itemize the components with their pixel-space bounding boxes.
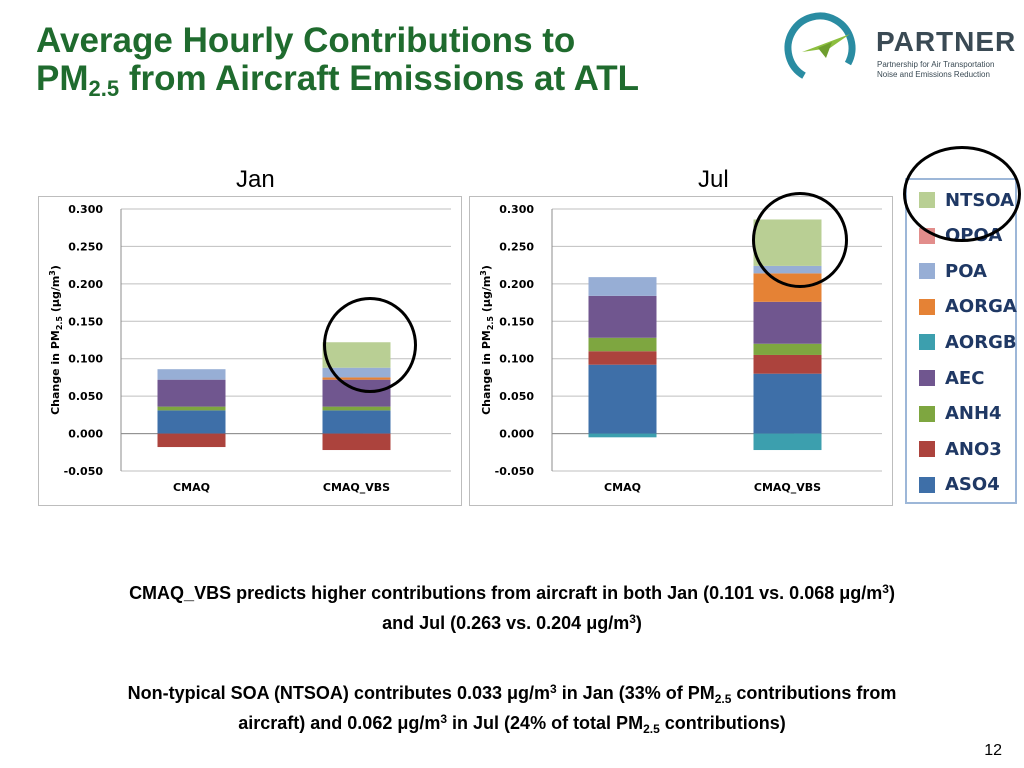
note2-text-d: aircraft) and 0.062 μg/m xyxy=(238,713,441,733)
y-tick-label: 0.000 xyxy=(68,428,103,441)
title-pm-subscript: 2.5 xyxy=(88,76,120,101)
note1-text-b: ) xyxy=(888,583,895,603)
note2-text-a: Non-typical SOA (NTSOA) contributes 0.03… xyxy=(127,683,550,703)
note2-sub: 2.5 xyxy=(714,692,732,706)
highlight-circle-ntsoa-legend xyxy=(903,146,1021,242)
note2-sup: 3 xyxy=(550,682,557,696)
x-tick-label: CMAQ_VBS xyxy=(323,481,390,494)
y-tick-label: 0.050 xyxy=(68,390,103,403)
title-pm: PM xyxy=(36,59,89,98)
note2-text-f: contributions) xyxy=(659,713,786,733)
legend-item-aso4: ASO4 xyxy=(919,473,1000,497)
legend-swatch xyxy=(919,263,935,280)
month-label-jan: Jan xyxy=(236,166,275,193)
y-tick-label: 0.050 xyxy=(499,390,534,403)
bar-segment-aorgb xyxy=(588,433,657,438)
note2-sup2: 3 xyxy=(440,712,448,726)
legend-swatch xyxy=(919,405,935,422)
legend-swatch xyxy=(919,370,935,386)
legend-label: AORGB xyxy=(945,331,1017,353)
legend-swatch xyxy=(919,298,935,315)
finding-note-1: CMAQ_VBS predicts higher contributions f… xyxy=(10,578,1014,638)
slide-title: Average Hourly Contributions to PM2.5 fr… xyxy=(36,21,640,101)
title-line1: Average Hourly Contributions to xyxy=(36,21,576,60)
legend-swatch xyxy=(919,441,935,458)
bar-segment-aso4 xyxy=(322,410,391,434)
bar-segment-ano3 xyxy=(588,351,657,365)
legend-label: ASO4 xyxy=(945,474,1000,496)
title-line2: from Aircraft Emissions at ATL xyxy=(119,59,640,98)
y-tick-label: 0.200 xyxy=(499,278,534,291)
y-tick-label: 0.200 xyxy=(68,278,103,291)
bar-segment-poa xyxy=(588,277,657,296)
y-tick-label: 0.250 xyxy=(499,240,534,253)
note1-text-c: and Jul (0.263 vs. 0.204 μg/m xyxy=(382,613,630,633)
note2-sub2: 2.5 xyxy=(643,722,660,736)
bar-segment-aec xyxy=(753,301,822,344)
bar-segment-aorgb xyxy=(753,433,822,451)
bar-segment-aso4 xyxy=(753,373,822,434)
y-tick-label: 0.100 xyxy=(499,353,534,366)
bar-segment-ano3 xyxy=(157,433,226,448)
bar-segment-poa xyxy=(157,369,226,380)
bar-segment-aso4 xyxy=(157,410,226,434)
bar-segment-aec xyxy=(588,295,657,338)
y-axis-label: Change in PM2.5 (μg/m3) xyxy=(48,265,64,415)
y-tick-label: 0.000 xyxy=(499,428,534,441)
legend-swatch xyxy=(919,334,935,351)
legend-item-aorgb: AORGB xyxy=(919,330,1017,354)
bar-segment-anh4 xyxy=(322,406,391,411)
bar-segment-anh4 xyxy=(588,337,657,352)
page-number: 12 xyxy=(984,742,1002,759)
y-tick-label: -0.050 xyxy=(495,465,535,478)
logo-name: PARTNER xyxy=(876,26,1017,57)
y-axis-label: Change in PM2.5 (μg/m3) xyxy=(479,265,495,415)
legend-item-aec: AEC xyxy=(919,366,984,390)
note1-sup: 3 xyxy=(882,582,889,596)
highlight-circle-jul-vbs xyxy=(752,192,848,288)
legend-label: ANH4 xyxy=(945,403,1002,425)
partner-logo: PARTNER Partnership for Air Transportati… xyxy=(780,8,1020,88)
y-tick-label: 0.150 xyxy=(499,315,534,328)
legend-label: POA xyxy=(945,260,987,282)
x-tick-label: CMAQ xyxy=(604,481,641,494)
note1-text-d: ) xyxy=(635,613,642,633)
note1-text-a: CMAQ_VBS predicts higher contributions f… xyxy=(129,583,883,603)
x-tick-label: CMAQ_VBS xyxy=(754,481,821,494)
legend-item-ano3: ANO3 xyxy=(919,437,1002,461)
y-tick-label: -0.050 xyxy=(64,465,104,478)
highlight-circle-jan-vbs xyxy=(323,297,417,393)
y-tick-label: 0.300 xyxy=(68,203,103,216)
y-tick-label: 0.100 xyxy=(68,353,103,366)
bar-segment-ano3 xyxy=(753,354,822,374)
note1-sup2: 3 xyxy=(629,612,636,626)
chart-jan: 0.300 0.250 0.200 0.150 0.100 0.050 0.000 -0.05… xyxy=(38,196,462,506)
logo-tagline: Partnership for Air Transportation Noise… xyxy=(877,60,995,79)
bar-segment-ano3 xyxy=(322,433,391,451)
bar-segment-aso4 xyxy=(588,364,657,434)
y-tick-label: 0.150 xyxy=(68,315,103,328)
legend-label: ANO3 xyxy=(945,438,1002,460)
note2-text-e: in Jul (24% of total PM xyxy=(447,713,644,733)
note2-text-c: contributions from xyxy=(731,683,897,703)
x-tick-label: CMAQ xyxy=(173,481,210,494)
legend-item-poa: POA xyxy=(919,259,987,283)
note2-text-b: in Jan (33% of PM xyxy=(556,683,715,703)
chart-jul: 0.300 0.250 0.200 0.150 0.100 0.050 0.000 -0.05… xyxy=(469,196,893,506)
legend-item-anh4: ANH4 xyxy=(919,402,1002,426)
legend-label: AEC xyxy=(945,367,985,389)
month-label-jul: Jul xyxy=(698,166,729,193)
finding-note-2: Non-typical SOA (NTSOA) contributes 0.03… xyxy=(10,678,1014,738)
y-tick-label: 0.300 xyxy=(499,203,534,216)
partner-logo-mark-icon xyxy=(784,12,856,84)
bar-segment-aec xyxy=(157,379,226,407)
bar-segment-anh4 xyxy=(753,343,822,355)
y-tick-label: 0.250 xyxy=(68,240,103,253)
legend-item-aorga: AORGA xyxy=(919,295,1017,319)
legend-swatch xyxy=(919,476,935,493)
legend-label: AORGA xyxy=(945,296,1017,318)
bar-segment-anh4 xyxy=(157,406,226,411)
